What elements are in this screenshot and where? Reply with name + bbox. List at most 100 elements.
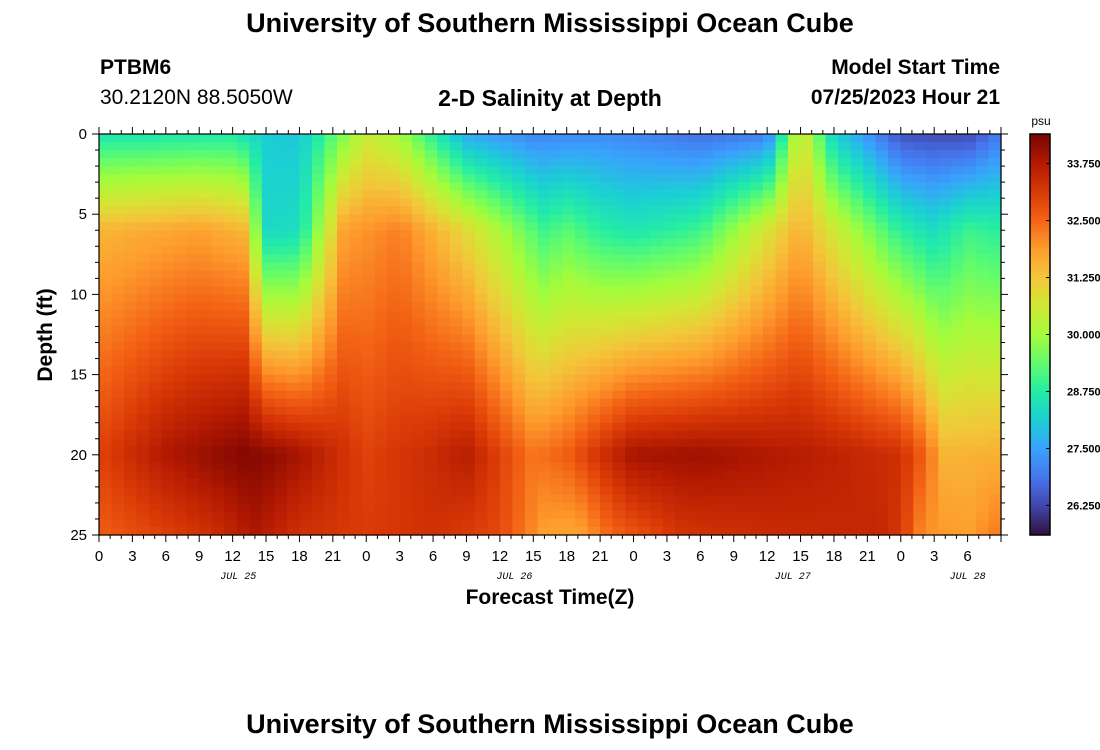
heatmap-cell [600, 150, 614, 159]
heatmap-cell [224, 374, 238, 384]
heatmap-cell [249, 166, 263, 175]
heatmap-cell [988, 262, 1002, 271]
heatmap-cell [449, 470, 463, 480]
heatmap-cell [186, 342, 200, 352]
heatmap-cell [900, 438, 914, 448]
heatmap-cell [950, 446, 965, 456]
heatmap-cell [236, 294, 250, 304]
heatmap-cell [575, 190, 589, 199]
heatmap-cell [399, 238, 413, 247]
heatmap-cell [311, 374, 326, 384]
heatmap-cell [286, 142, 301, 151]
heatmap-cell [938, 206, 952, 215]
heatmap-cell [374, 230, 388, 239]
heatmap-cell [349, 286, 363, 295]
heatmap-cell [900, 230, 914, 239]
heatmap-cell [913, 326, 927, 336]
heatmap-cell [850, 166, 864, 175]
heatmap-cell [800, 254, 814, 263]
heatmap-cell [412, 462, 426, 472]
heatmap-cell [625, 446, 639, 456]
heatmap-cell [950, 150, 965, 159]
heatmap-cell [975, 158, 990, 167]
heatmap-cell [850, 486, 864, 496]
heatmap-cell [850, 142, 864, 151]
heatmap-cell [299, 206, 313, 215]
heatmap-cell [211, 454, 225, 464]
heatmap-cell [813, 470, 827, 480]
heatmap-cell [124, 350, 138, 360]
heatmap-cell [612, 390, 626, 400]
heatmap-cell [612, 286, 626, 295]
heatmap-cell [650, 246, 664, 255]
heatmap-cell [788, 446, 802, 456]
heatmap-cell [963, 174, 977, 183]
heatmap-cell [863, 134, 877, 143]
heatmap-cell [775, 454, 789, 464]
heatmap-cell [963, 294, 977, 304]
heatmap-cell [124, 462, 138, 472]
heatmap-cell [524, 446, 539, 456]
heatmap-cell [186, 278, 200, 287]
heatmap-cell [437, 470, 451, 480]
heatmap-cell [161, 486, 175, 496]
heatmap-cell [224, 222, 238, 231]
heatmap-cell [612, 254, 626, 263]
heatmap-cell [888, 214, 902, 223]
heatmap-cell [161, 470, 175, 480]
heatmap-cell [750, 214, 764, 223]
heatmap-cell [274, 486, 288, 496]
heatmap-cell [199, 318, 213, 328]
heatmap-cell [324, 310, 338, 320]
heatmap-cell [700, 230, 714, 239]
colorbar: psu 33.75032.50031.25030.00028.75027.500… [1029, 114, 1100, 536]
heatmap-cell [888, 230, 902, 239]
heatmap-cell [149, 246, 163, 255]
heatmap-cell [587, 494, 601, 504]
heatmap-cell [600, 334, 614, 344]
heatmap-cell [900, 430, 914, 440]
heatmap-cell [737, 486, 752, 496]
heatmap-cell [499, 294, 514, 304]
heatmap-cell [387, 158, 401, 167]
heatmap-cell [863, 214, 877, 223]
heatmap-cell [725, 238, 739, 247]
heatmap-cell [838, 134, 852, 143]
heatmap-cell [775, 286, 789, 295]
heatmap-cell [537, 342, 551, 352]
heatmap-cell [149, 406, 163, 416]
heatmap-cell [99, 414, 113, 424]
heatmap-cell [825, 214, 839, 223]
heatmap-cell [788, 406, 802, 416]
heatmap-cell [925, 430, 939, 440]
heatmap-cell [462, 262, 476, 271]
heatmap-cell [124, 310, 138, 320]
heatmap-cell [800, 222, 814, 231]
heatmap-cell [337, 382, 351, 392]
heatmap-cell [286, 478, 301, 488]
heatmap-cell [562, 310, 576, 320]
heatmap-cell [412, 270, 426, 279]
heatmap-cell [236, 446, 250, 456]
heatmap-cell [124, 382, 138, 392]
heatmap-cell [337, 454, 351, 464]
heatmap-cell [99, 150, 113, 159]
heatmap-cell [261, 334, 275, 344]
heatmap-cell [99, 374, 113, 384]
heatmap-cell [550, 238, 564, 247]
heatmap-cell [975, 174, 990, 183]
heatmap-cell [687, 166, 701, 175]
heatmap-cell [612, 262, 626, 271]
heatmap-cell [988, 198, 1002, 207]
heatmap-cell [111, 206, 125, 215]
heatmap-cell [963, 374, 977, 384]
heatmap-cell [838, 446, 852, 456]
heatmap-cell [236, 366, 250, 376]
heatmap-cell [199, 342, 213, 352]
heatmap-cell [600, 166, 614, 175]
heatmap-cell [149, 470, 163, 480]
heatmap-cell [662, 326, 676, 336]
heatmap-cell [236, 270, 250, 279]
heatmap-cell [512, 182, 526, 191]
heatmap-cell [775, 390, 789, 400]
